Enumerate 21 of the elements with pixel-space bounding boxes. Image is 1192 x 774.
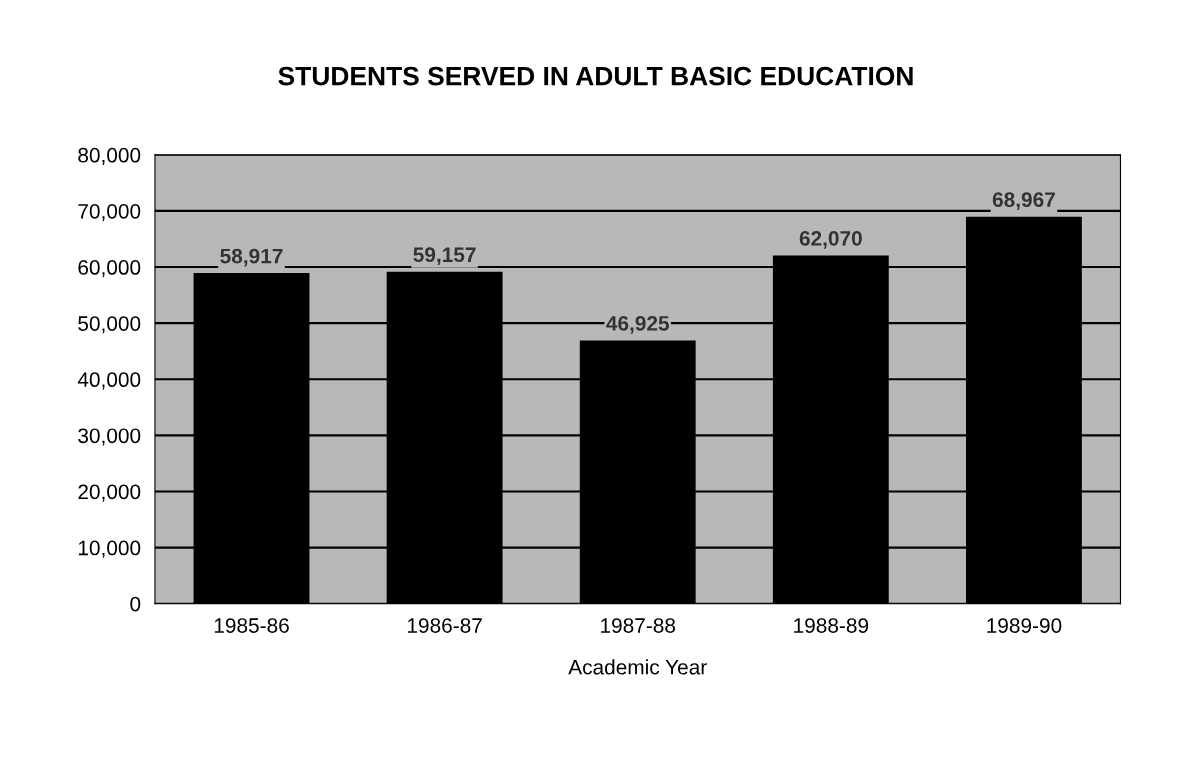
- x-tick-label: 1988-89: [794, 618, 869, 633]
- data-label: 59,157: [413, 247, 476, 266]
- x-tick-label: 1989-90: [987, 618, 1062, 633]
- y-tick-label: 0: [130, 596, 141, 612]
- chart-title: STUDENTS SERVED IN ADULT BASIC EDUCATION: [278, 66, 913, 86]
- y-tick-label: 50,000: [78, 316, 141, 334]
- x-axis-title: Academic Year: [568, 659, 707, 675]
- data-label: 62,070: [799, 230, 862, 249]
- y-tick-label: 10,000: [78, 540, 141, 558]
- x-tick-label: 1987-88: [601, 618, 676, 633]
- y-tick-label: 20,000: [78, 484, 141, 502]
- y-tick-label: 80,000: [78, 147, 141, 166]
- data-label: 46,925: [606, 315, 669, 334]
- x-tick-label: 1985-86: [214, 618, 289, 633]
- data-label: 68,967: [992, 192, 1055, 211]
- data-label: 58,917: [220, 248, 283, 267]
- x-tick-label: 1986-87: [407, 618, 482, 633]
- y-tick-label: 60,000: [78, 260, 141, 278]
- y-tick-label: 40,000: [77, 372, 141, 390]
- y-tick-label: 30,000: [78, 428, 141, 446]
- y-tick-label: 70,000: [78, 203, 141, 222]
